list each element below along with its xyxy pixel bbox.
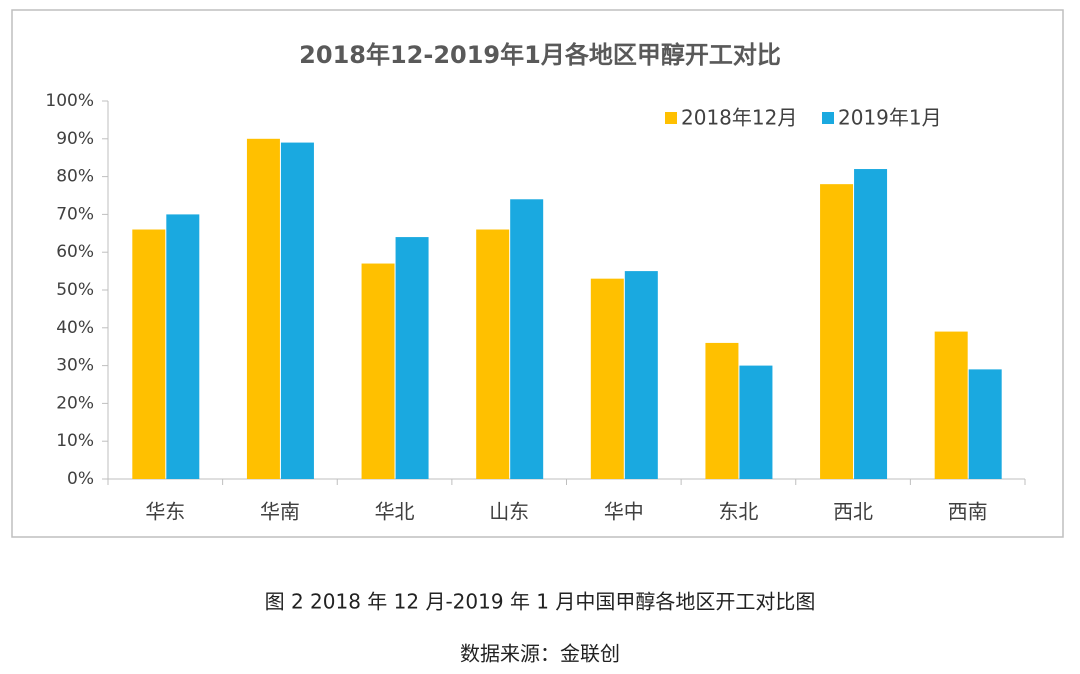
y-tick-label: 100%: [45, 91, 94, 111]
bar: [132, 229, 166, 479]
x-tick-label: 华南: [260, 500, 300, 524]
legend-label: 2019年1月: [838, 106, 942, 130]
x-tick-label: 西北: [833, 500, 873, 524]
y-tick-label: 10%: [56, 431, 94, 451]
bar: [934, 331, 968, 479]
y-tick-label: 30%: [56, 356, 94, 376]
y-tick-label: 60%: [56, 242, 94, 262]
y-tick-label: 70%: [56, 204, 94, 224]
y-tick-label: 40%: [56, 318, 94, 338]
x-tick-label: 西南: [948, 500, 988, 524]
y-tick-label: 90%: [56, 129, 94, 149]
x-tick-label: 华北: [375, 500, 415, 524]
bar: [968, 369, 1002, 479]
bar: [510, 199, 544, 479]
x-tick-label: 华中: [604, 500, 644, 524]
bar: [280, 142, 314, 479]
legend-swatch: [822, 112, 834, 124]
y-tick-label: 80%: [56, 167, 94, 187]
chart-title: 2018年12-2019年1月各地区甲醇开工对比: [299, 41, 781, 69]
legend-swatch: [665, 112, 677, 124]
source: 数据来源：金联创: [460, 642, 620, 666]
bar: [166, 214, 200, 479]
bar: [395, 237, 429, 479]
bar: [361, 263, 395, 479]
bar: [476, 229, 510, 479]
y-tick-label: 0%: [67, 469, 94, 489]
x-tick-label: 华东: [145, 500, 185, 524]
y-tick-label: 20%: [56, 393, 94, 413]
bar: [246, 138, 280, 480]
y-tick-label: 50%: [56, 280, 94, 300]
x-tick-label: 山东: [489, 500, 529, 524]
bar: [624, 271, 658, 479]
legend-label: 2018年12月: [681, 106, 797, 130]
bar: [705, 342, 739, 479]
bar: [820, 184, 854, 479]
x-tick-label: 东北: [718, 500, 758, 524]
caption: 图 2 2018 年 12 月-2019 年 1 月中国甲醇各地区开工对比图: [265, 590, 816, 614]
bar: [590, 278, 624, 479]
bar: [739, 365, 773, 479]
bar: [854, 169, 888, 480]
